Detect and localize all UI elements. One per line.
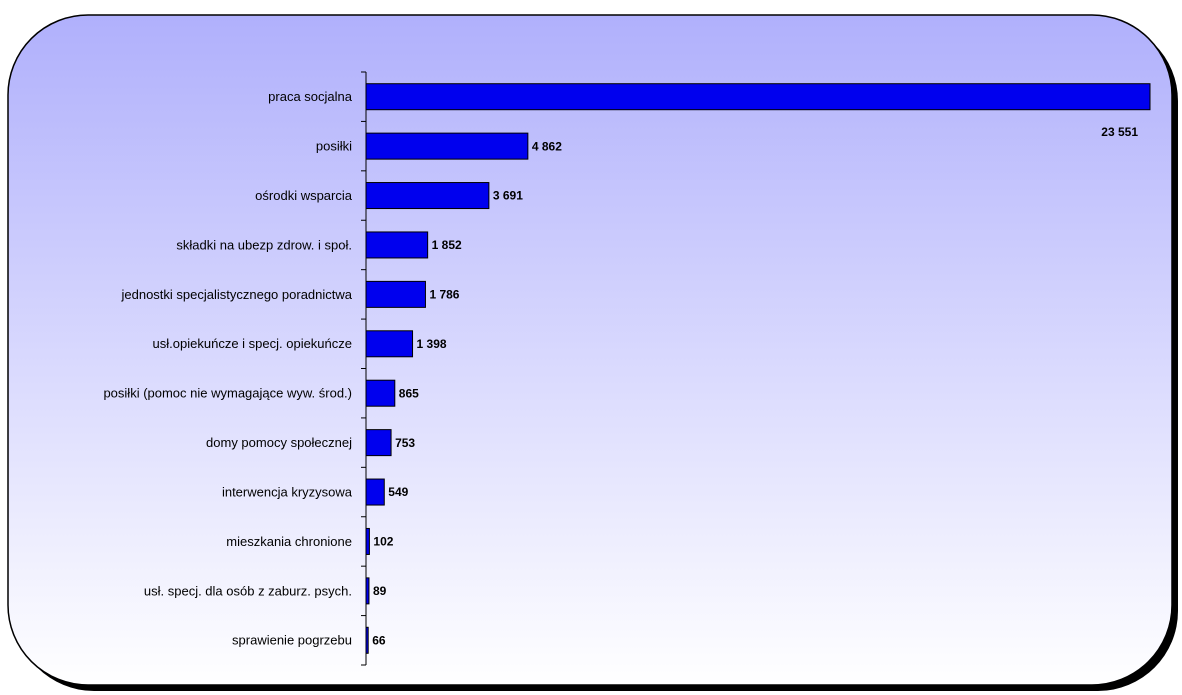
value-label: 1 398 [417,337,447,351]
y-tick-label: usł. specj. dla osób z zaburz. psych. [144,583,352,598]
value-label: 102 [373,535,393,549]
value-label: 23 551 [1101,125,1138,139]
value-label: 3 691 [493,189,523,203]
bar [365,280,426,308]
bar [365,330,414,358]
value-label: 66 [372,633,386,647]
bar [365,577,370,605]
y-tick-label: jednostki specjalistycznego poradnictwa [120,287,352,302]
bar [365,83,1151,111]
value-label: 865 [399,386,419,400]
bar [365,231,429,259]
y-tick-label: posiłki [316,139,352,154]
value-label: 89 [373,584,387,598]
bar [365,379,396,407]
bar [365,478,385,506]
value-label: 4 862 [532,139,562,153]
y-tick-label: usł.opiekuńcze i specj. opiekuńcze [153,336,352,351]
y-tick-label: interwencja kryzysowa [222,484,353,499]
y-tick-label: mieszkania chronione [226,534,352,549]
y-tick-label: sprawienie pogrzebu [232,633,352,648]
y-tick-label: ośrodki wsparcia [255,188,353,203]
value-label: 1 852 [432,238,462,252]
y-tick-label: składki na ubezp zdrow. i społ. [176,237,352,252]
bar [365,182,490,210]
bar [365,527,370,555]
value-label: 549 [388,485,408,499]
bar [365,429,392,457]
y-tick-label: domy pomocy społecznej [206,435,352,450]
value-label: 1 786 [429,288,459,302]
bar [365,626,369,654]
value-label: 753 [395,436,415,450]
bar [365,132,529,160]
y-tick-label: praca socjalna [268,89,353,104]
y-tick-label: posiłki (pomoc nie wymagające wyw. środ.… [103,386,352,401]
panel [7,14,1173,686]
